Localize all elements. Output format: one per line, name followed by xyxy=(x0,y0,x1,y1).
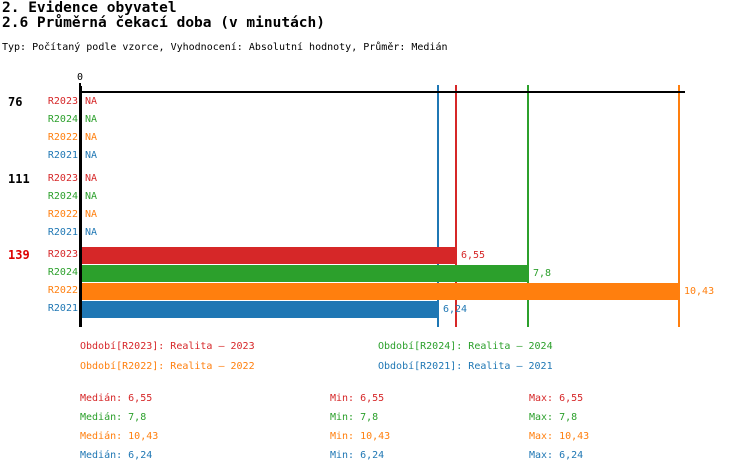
series-label: R2022 xyxy=(47,209,78,220)
series-label: R2024 xyxy=(47,191,78,202)
group-label-139: 139 xyxy=(8,248,30,262)
series-label: R2023 xyxy=(47,249,78,260)
axis-origin-tick xyxy=(79,83,81,91)
series-label: R2024 xyxy=(47,114,78,125)
bar-track: 6,55 xyxy=(80,247,485,264)
value-na: NA xyxy=(85,173,98,184)
series-label: R2022 xyxy=(47,285,78,296)
chart-row: R2024 NA xyxy=(0,111,750,129)
series-label: R2021 xyxy=(47,303,78,314)
stat-min: Min: 6,24 xyxy=(330,450,385,461)
legend-item-r2022: Období[R2022]: Realita – 2022 xyxy=(80,361,255,372)
bar-r2023 xyxy=(80,247,456,264)
stat-median: Medián: 10,43 xyxy=(80,431,159,442)
bar-r2021 xyxy=(80,301,438,318)
series-label: R2022 xyxy=(47,132,78,143)
legend-item-r2024: Období[R2024]: Realita – 2024 xyxy=(378,341,553,352)
stats-row-r2021: Medián: 6,24 Min: 6,24 Max: 6,24 xyxy=(0,450,750,463)
chart-row: 111 R2023 NA xyxy=(0,170,750,188)
chart-row: R2021 NA xyxy=(0,147,750,165)
chart-meta: Typ: Počítaný podle vzorce, Vyhodnocení:… xyxy=(2,42,448,53)
value-na: NA xyxy=(85,227,98,238)
chart-row: R2022 NA xyxy=(0,206,750,224)
legend-row: Období[R2022]: Realita – 2022 Období[R20… xyxy=(0,361,750,374)
stat-max: Max: 7,8 xyxy=(529,412,578,423)
stat-median: Medián: 6,24 xyxy=(80,450,153,461)
refline-r2024 xyxy=(527,85,529,327)
stats-row-r2023: Medián: 6,55 Min: 6,55 Max: 6,55 xyxy=(0,393,750,406)
stat-min: Min: 7,8 xyxy=(330,412,379,423)
stat-max: Max: 6,55 xyxy=(529,393,584,404)
chart-row: 139 R2023 6,55 xyxy=(0,246,750,264)
refline-r2023 xyxy=(455,85,457,327)
value-na: NA xyxy=(85,96,98,107)
refline-r2022 xyxy=(678,85,680,327)
value-na: NA xyxy=(85,209,98,220)
bar-value-label: 7,8 xyxy=(533,268,552,279)
stat-median: Medián: 6,55 xyxy=(80,393,153,404)
axis-zero-line xyxy=(79,86,82,327)
stats-row-r2022: Medián: 10,43 Min: 10,43 Max: 10,43 xyxy=(0,431,750,444)
chart-row: R2024 NA xyxy=(0,188,750,206)
bar-value-label: 6,55 xyxy=(461,250,486,261)
axis-origin-label: 0 xyxy=(76,72,84,83)
stat-median: Medián: 7,8 xyxy=(80,412,147,423)
series-label: R2023 xyxy=(47,96,78,107)
bar-value-label: 6,24 xyxy=(443,304,468,315)
stats-row-r2024: Medián: 7,8 Min: 7,8 Max: 7,8 xyxy=(0,412,750,425)
legend-item-r2021: Období[R2021]: Realita – 2021 xyxy=(378,361,553,372)
chart-row: R2021 NA xyxy=(0,224,750,242)
legend-row: Období[R2023]: Realita – 2023 Období[R20… xyxy=(0,341,750,354)
chart-row: 76 R2023 NA xyxy=(0,93,750,111)
series-label: R2021 xyxy=(47,227,78,238)
stat-min: Min: 10,43 xyxy=(330,431,391,442)
value-na: NA xyxy=(85,191,98,202)
chart-row: R2022 10,43 xyxy=(0,282,750,300)
chart-title: 2.6 Průměrná čekací doba (v minutách) xyxy=(2,15,326,31)
stat-max: Max: 10,43 xyxy=(529,431,590,442)
value-na: NA xyxy=(85,132,98,143)
chart-row: R2021 6,24 xyxy=(0,300,750,318)
legend-item-r2023: Období[R2023]: Realita – 2023 xyxy=(80,341,255,352)
group-label-111: 111 xyxy=(8,172,30,186)
bar-track: 10,43 xyxy=(80,283,714,300)
bar-r2022 xyxy=(80,283,679,300)
page-title: 2. Evidence obyvatel xyxy=(2,0,177,16)
bar-r2024 xyxy=(80,265,528,282)
stat-max: Max: 6,24 xyxy=(529,450,584,461)
series-label: R2021 xyxy=(47,150,78,161)
chart-row: R2022 NA xyxy=(0,129,750,147)
refline-r2021 xyxy=(437,85,439,327)
value-na: NA xyxy=(85,114,98,125)
stat-min: Min: 6,55 xyxy=(330,393,385,404)
bar-value-label: 10,43 xyxy=(684,286,715,297)
bar-track: 6,24 xyxy=(80,301,467,318)
series-label: R2024 xyxy=(47,267,78,278)
series-label: R2023 xyxy=(47,173,78,184)
group-label-76: 76 xyxy=(8,95,23,109)
chart-row: R2024 7,8 xyxy=(0,264,750,282)
bar-track: 7,8 xyxy=(80,265,551,282)
value-na: NA xyxy=(85,150,98,161)
axis-baseline xyxy=(80,91,685,93)
